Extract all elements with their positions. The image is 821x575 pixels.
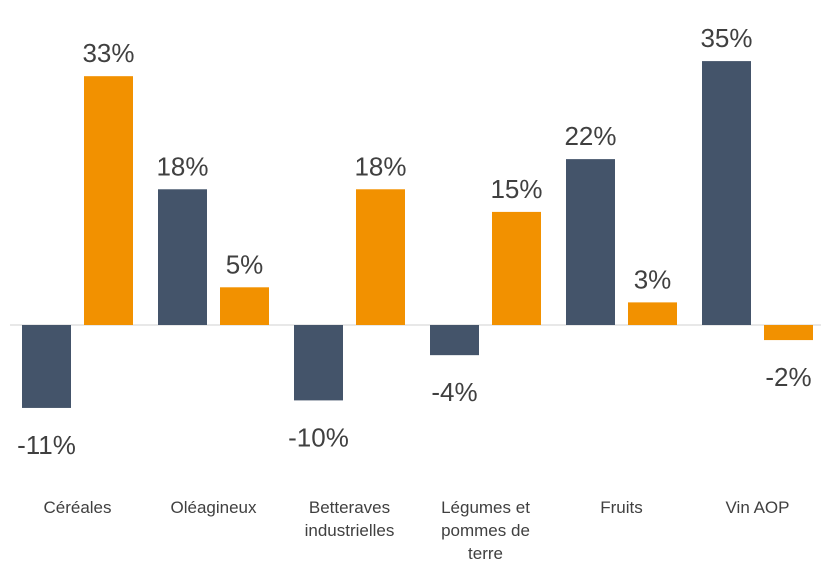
bar (492, 211, 541, 325)
bar (430, 325, 479, 356)
bar (356, 189, 405, 325)
x-tick-label: Oléagineux (170, 498, 257, 517)
bar (294, 325, 343, 401)
bar (220, 287, 269, 325)
x-tick-label: Fruits (600, 498, 643, 517)
data-label: 33% (82, 38, 134, 68)
data-label: 5% (226, 249, 264, 279)
data-label: 15% (490, 174, 542, 204)
bar (628, 302, 677, 325)
data-label: 18% (354, 151, 406, 181)
data-label: -10% (288, 422, 349, 452)
bar (566, 159, 615, 325)
x-tick-label: Légumes et pommes de terre (441, 498, 530, 563)
bar (158, 189, 207, 325)
x-tick-label: Céréales (43, 498, 112, 517)
data-label: -4% (431, 377, 477, 407)
data-label: -11% (17, 430, 76, 460)
data-label: -2% (765, 362, 811, 392)
x-tick-label: Betteraves industrielles (304, 498, 395, 540)
bar (84, 76, 133, 326)
data-label: 18% (156, 151, 208, 181)
bar (702, 61, 751, 325)
data-label: 22% (564, 121, 616, 151)
bar (22, 325, 71, 408)
data-label: 35% (700, 23, 752, 53)
data-label: 3% (634, 264, 672, 294)
bar (764, 325, 813, 341)
x-tick-label: Vin AOP (725, 498, 790, 517)
